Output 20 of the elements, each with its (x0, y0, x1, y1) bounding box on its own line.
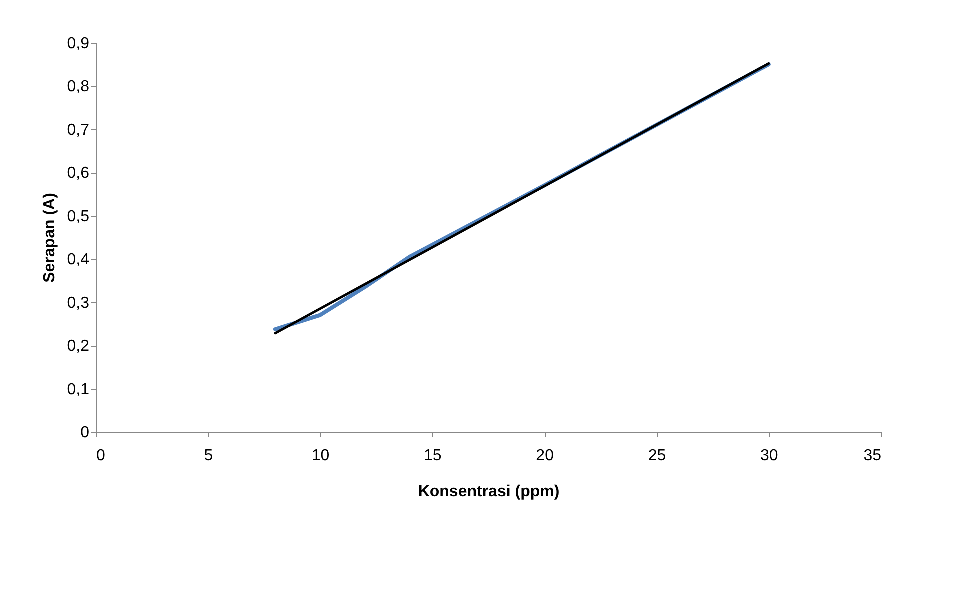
x-tick-label: 5 (204, 448, 214, 464)
y-axis-title: Serapan (A) (41, 193, 58, 283)
y-tick-label: 0,6 (67, 165, 90, 182)
x-axis-title: Konsentrasi (ppm) (418, 484, 560, 500)
y-tick-label: 0,5 (67, 208, 90, 226)
y-tick-label: 0 (80, 424, 90, 442)
x-tick-label: 10 (312, 448, 330, 464)
x-tick-label: 35 (864, 448, 882, 464)
y-tick-label: 0,1 (67, 381, 90, 398)
y-tick-label: 0,4 (67, 252, 90, 269)
y-tick-label: 0,7 (67, 122, 90, 139)
x-tick-label: 15 (424, 448, 442, 464)
x-tick-label: 0 (96, 448, 106, 464)
x-tick-label: 20 (536, 448, 554, 464)
x-tick-label: 30 (760, 448, 778, 464)
y-tick-label: 0,9 (67, 36, 90, 52)
y-tick-label: 0,3 (67, 294, 90, 312)
y-tick-label: 0,8 (67, 78, 90, 96)
y-tick-label: 0,2 (67, 338, 90, 356)
x-tick-label: 25 (648, 448, 666, 464)
